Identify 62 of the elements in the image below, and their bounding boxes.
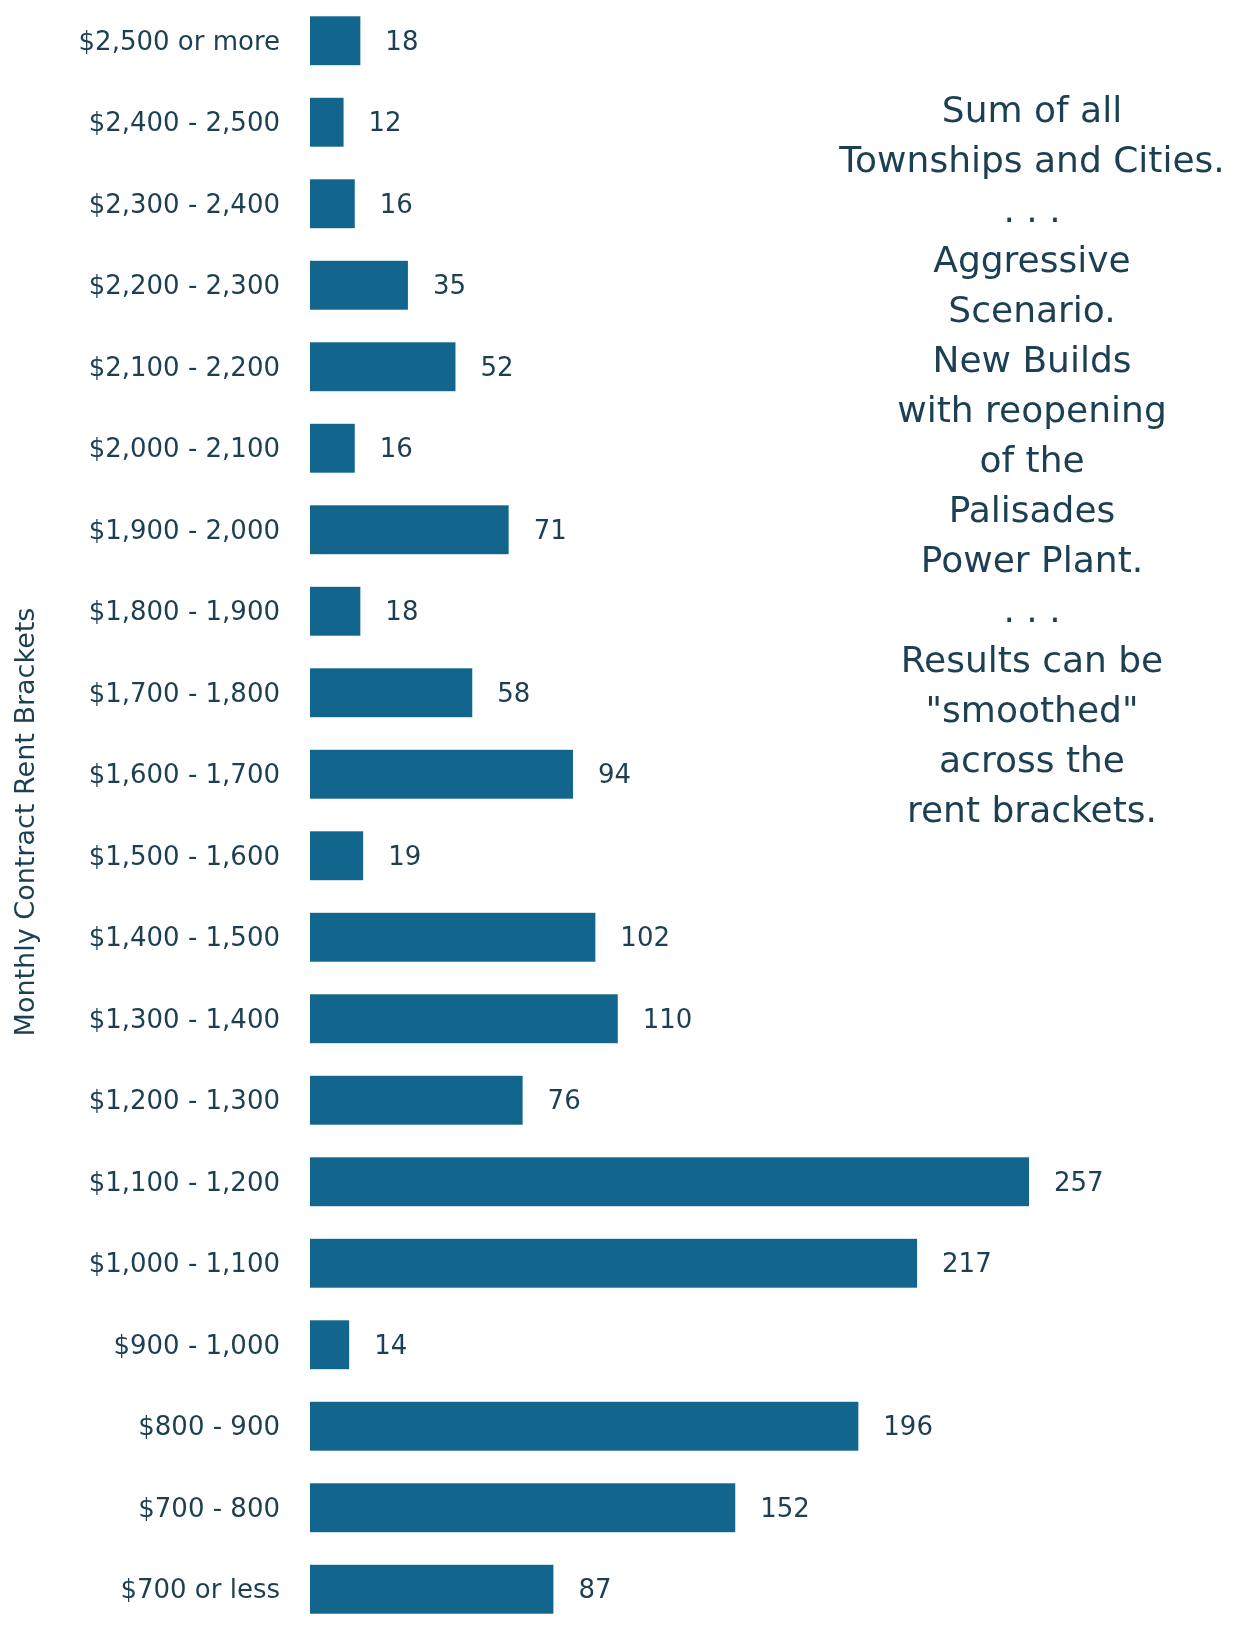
y-tick-label: $2,100 - 2,200 [88,351,280,382]
bar [310,1320,350,1370]
data-label: 196 [883,1411,933,1442]
y-tick-label: $2,200 - 2,300 [88,270,280,301]
data-label: 94 [597,759,632,790]
data-label: 58 [497,677,531,708]
bar [310,1564,554,1614]
bar [310,1238,918,1288]
y-tick-label: $1,300 - 1,400 [88,1003,280,1034]
bar [310,179,355,229]
data-label: 52 [480,351,514,382]
y-tick-label: $1,100 - 1,200 [88,1166,280,1197]
y-tick-label: $1,400 - 1,500 [88,922,280,953]
bar [310,260,408,310]
data-label: 110 [642,1003,693,1034]
bar [310,342,456,392]
data-label: 71 [533,514,567,545]
bar [310,749,573,799]
bar [310,1157,1029,1207]
bar [310,423,355,473]
data-label: 14 [374,1329,408,1360]
y-tick-label: $1,800 - 1,900 [88,596,280,627]
data-label: 16 [379,433,413,464]
y-tick-label: $700 - 800 [138,1492,280,1523]
data-label: 76 [547,1085,581,1116]
data-label: 102 [620,922,670,953]
y-tick-label: $2,000 - 2,100 [88,433,280,464]
bar [310,1075,523,1125]
y-axis-title: Monthly Contract Rent Brackets [9,607,40,1037]
y-tick-label: $1,200 - 1,300 [88,1085,280,1116]
data-label: 257 [1054,1166,1104,1197]
data-label: 16 [379,188,413,219]
y-tick-label: $900 - 1,000 [113,1329,280,1360]
bar [310,1401,859,1451]
data-label: 18 [385,25,419,56]
bar [310,994,618,1044]
data-label: 18 [385,596,419,627]
text: Sum of all Townships and Cities. . . . Aggressive Scenario. New Builds with reopening of the Palisades Power Plant. . . . Results can be "smoothed" across the rent brackets. [839,89,1225,830]
bar [310,912,596,962]
bar [310,668,473,718]
y-tick-label: $2,500 or more [78,25,280,56]
data-label: 35 [432,270,467,301]
bar [310,16,361,66]
bar [310,586,361,636]
data-label: 19 [388,840,422,871]
bar [310,831,364,881]
bar [310,505,509,555]
y-tick-label: $1,700 - 1,800 [88,677,280,708]
y-tick-label: $1,900 - 2,000 [88,514,280,545]
data-label: 152 [760,1492,810,1523]
y-tick-label: $2,400 - 2,500 [88,107,280,138]
y-tick-label: $2,300 - 2,400 [88,188,280,219]
bar [310,97,344,147]
data-label: 87 [578,1574,612,1605]
data-label: 12 [368,107,402,138]
data-label: 217 [942,1248,992,1279]
bar [310,1483,736,1533]
y-tick-label: $1,500 - 1,600 [88,840,280,871]
y-tick-label: $1,600 - 1,700 [88,759,280,790]
y-tick-label: $800 - 900 [138,1411,280,1442]
y-tick-label: $700 or less [120,1574,280,1605]
y-tick-label: $1,000 - 1,100 [88,1248,280,1279]
